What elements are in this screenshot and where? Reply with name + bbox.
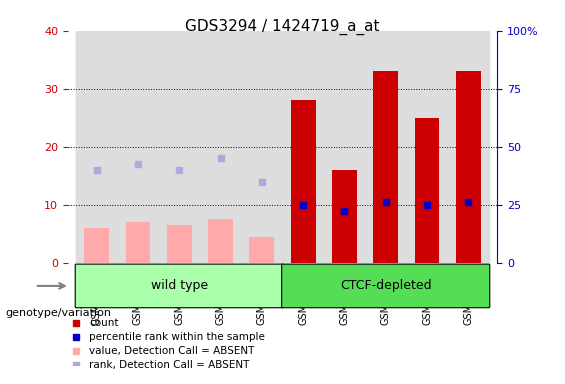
Text: rank, Detection Call = ABSENT: rank, Detection Call = ABSENT	[89, 360, 250, 370]
Text: GDS3294 / 1424719_a_at: GDS3294 / 1424719_a_at	[185, 19, 380, 35]
Text: count: count	[89, 318, 119, 328]
Text: CTCF-depleted: CTCF-depleted	[340, 280, 432, 293]
Bar	[447, 31, 489, 263]
Bar	[415, 118, 440, 263]
Bar	[118, 31, 159, 263]
Bar	[76, 31, 118, 263]
Bar	[241, 31, 282, 263]
Bar	[118, 31, 159, 263]
FancyBboxPatch shape	[282, 264, 490, 308]
Text: wild type: wild type	[151, 280, 208, 293]
Text: percentile rank within the sample: percentile rank within the sample	[89, 332, 265, 342]
Bar	[159, 31, 200, 263]
Bar	[200, 31, 241, 263]
Bar	[200, 31, 241, 263]
Bar	[324, 31, 365, 263]
Bar	[208, 219, 233, 263]
Bar	[76, 31, 118, 263]
Bar	[365, 31, 406, 263]
Bar	[332, 170, 357, 263]
Bar	[159, 31, 200, 263]
Text: genotype/variation: genotype/variation	[6, 308, 112, 318]
Bar	[447, 31, 489, 263]
Bar	[125, 222, 150, 263]
Bar	[406, 31, 447, 263]
Bar	[241, 31, 282, 263]
Bar	[324, 31, 365, 263]
Bar	[282, 31, 324, 263]
Text: value, Detection Call = ABSENT: value, Detection Call = ABSENT	[89, 346, 255, 356]
FancyBboxPatch shape	[75, 264, 283, 308]
Bar	[250, 237, 274, 263]
Bar	[406, 31, 447, 263]
Bar	[282, 31, 324, 263]
Bar	[365, 31, 406, 263]
Bar	[456, 71, 481, 263]
Bar	[291, 100, 315, 263]
Bar	[167, 225, 192, 263]
Bar	[84, 228, 109, 263]
Bar	[373, 71, 398, 263]
